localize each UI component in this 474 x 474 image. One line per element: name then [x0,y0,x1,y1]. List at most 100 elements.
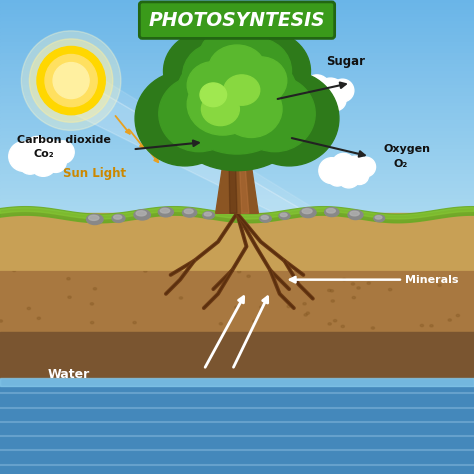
Ellipse shape [361,264,365,266]
Ellipse shape [193,275,197,277]
Bar [0,184,474,188]
Circle shape [328,166,347,186]
Bar [0,35,474,39]
Circle shape [29,39,113,122]
Ellipse shape [182,43,254,109]
Ellipse shape [159,308,163,310]
Ellipse shape [182,328,185,330]
Ellipse shape [134,210,150,220]
Ellipse shape [134,282,137,284]
Ellipse shape [203,211,214,219]
Ellipse shape [261,216,268,219]
Circle shape [299,90,321,112]
Ellipse shape [419,255,423,257]
Ellipse shape [384,259,388,261]
Bar [0,82,474,85]
FancyBboxPatch shape [139,2,335,38]
Bar [0,103,474,107]
Ellipse shape [348,210,363,219]
Bar [0,181,474,185]
Ellipse shape [241,261,245,264]
Ellipse shape [56,271,60,273]
Bar [0,188,474,192]
Ellipse shape [9,317,12,319]
Ellipse shape [34,319,37,322]
Ellipse shape [109,240,113,243]
Ellipse shape [4,240,8,243]
Ellipse shape [259,312,262,315]
Bar [0,28,474,32]
Ellipse shape [159,76,239,152]
Ellipse shape [219,244,223,246]
Ellipse shape [52,239,55,242]
Ellipse shape [200,83,227,107]
Circle shape [9,141,39,171]
Ellipse shape [257,250,261,252]
Bar [0,210,474,213]
Ellipse shape [89,215,99,220]
Circle shape [332,154,355,177]
Circle shape [37,46,105,115]
Bar [0,153,474,156]
Ellipse shape [249,236,253,238]
Ellipse shape [103,281,106,283]
Ellipse shape [417,257,421,259]
Ellipse shape [110,319,114,322]
Circle shape [331,79,354,102]
Ellipse shape [201,92,239,126]
Ellipse shape [224,75,260,105]
Bar [0,85,474,89]
Ellipse shape [83,245,87,247]
Bar [0,64,474,67]
Circle shape [319,158,345,183]
Circle shape [45,151,66,173]
Bar [0,56,474,60]
Polygon shape [216,133,258,213]
Bar [0,3,474,7]
Ellipse shape [300,248,304,251]
Bar [0,78,474,82]
Ellipse shape [94,246,98,249]
Bar [0,135,474,138]
Bar [0,24,474,28]
Ellipse shape [139,246,143,249]
Ellipse shape [239,71,339,166]
Ellipse shape [87,214,103,225]
Bar [0,60,474,64]
Ellipse shape [175,85,299,171]
Ellipse shape [71,223,74,225]
Circle shape [36,140,65,170]
Ellipse shape [258,227,262,229]
Ellipse shape [235,76,315,152]
Ellipse shape [332,282,336,284]
Ellipse shape [61,245,64,247]
Ellipse shape [135,71,235,166]
Bar [0,173,474,178]
Bar [0,379,474,474]
Ellipse shape [129,237,133,239]
Ellipse shape [97,326,100,328]
Bar [0,10,474,14]
Bar [0,159,474,164]
Bar [0,71,474,74]
Polygon shape [0,210,474,270]
Bar [0,202,474,206]
Ellipse shape [137,285,141,287]
Circle shape [24,137,51,164]
Ellipse shape [309,303,312,306]
Ellipse shape [327,209,336,213]
Bar [0,177,474,181]
Ellipse shape [182,208,197,217]
Ellipse shape [165,277,169,279]
Ellipse shape [353,220,356,223]
Bar [0,53,474,57]
Ellipse shape [142,281,146,283]
Bar [0,199,474,203]
Ellipse shape [348,328,351,330]
Ellipse shape [296,244,300,246]
Bar [0,99,474,103]
Bar [0,170,474,174]
Circle shape [30,149,57,176]
Circle shape [342,156,368,182]
Bar [0,124,474,128]
